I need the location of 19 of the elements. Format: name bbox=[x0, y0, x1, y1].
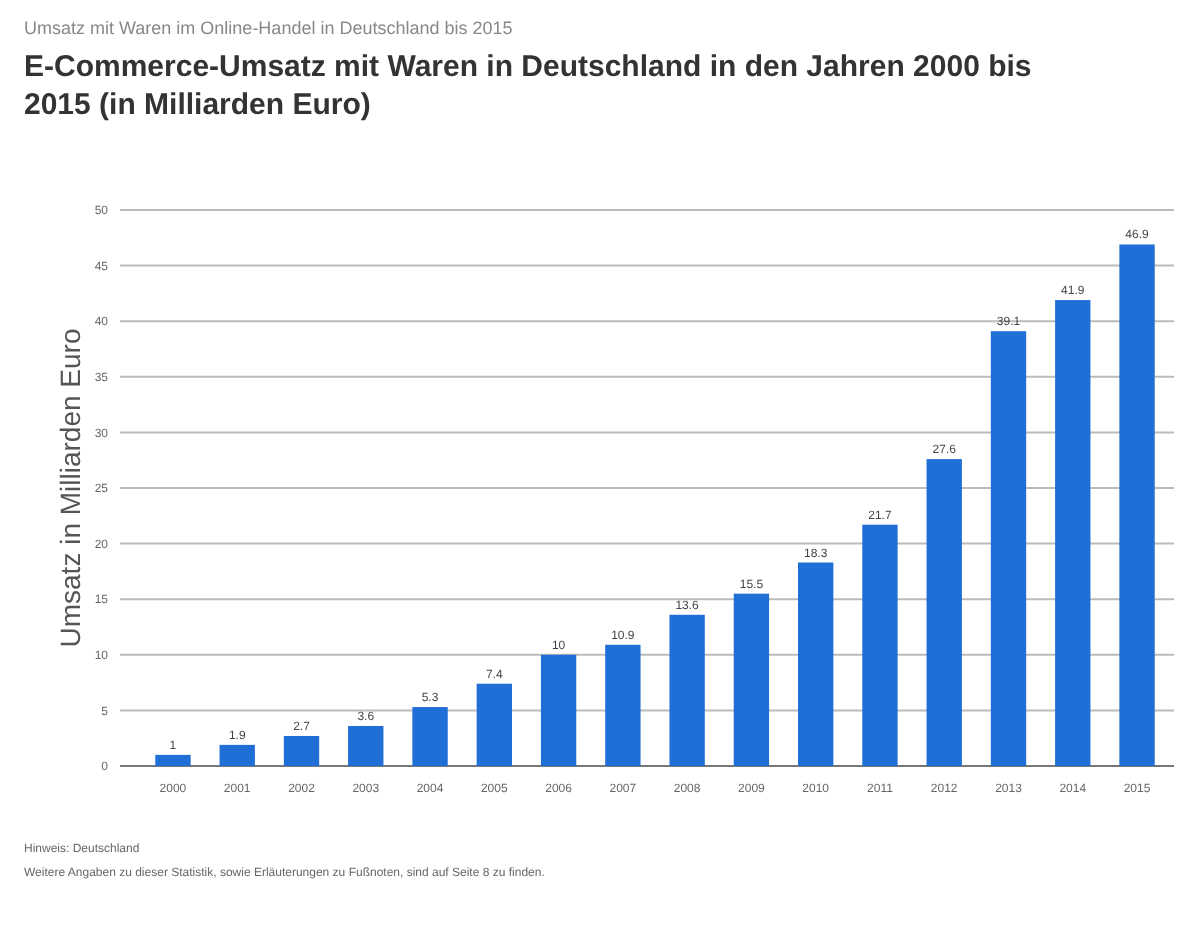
bar bbox=[798, 562, 834, 766]
bar bbox=[283, 735, 320, 766]
bar bbox=[1119, 244, 1155, 766]
bar bbox=[476, 683, 512, 766]
bar bbox=[862, 524, 898, 766]
bar bbox=[733, 593, 770, 766]
y-axis-title: Umsatz in Milliarden Euro bbox=[54, 328, 86, 648]
bar bbox=[1055, 300, 1091, 766]
chart-subtitle: Umsatz mit Waren im Online-Handel in Deutschland bis 2015 bbox=[24, 18, 513, 38]
bar bbox=[669, 614, 705, 766]
bar bbox=[412, 707, 448, 766]
bar bbox=[155, 754, 191, 766]
bar bbox=[348, 725, 384, 766]
bar bbox=[990, 331, 1027, 766]
bar bbox=[605, 644, 641, 766]
bar bbox=[926, 459, 962, 766]
bar bbox=[540, 654, 577, 766]
chart-title: E-Commerce-Umsatz mit Waren in Deutschland in den Jahren 2000 bis 2015 (in Milliarden Euro) bbox=[24, 50, 1032, 122]
bar bbox=[219, 744, 255, 766]
